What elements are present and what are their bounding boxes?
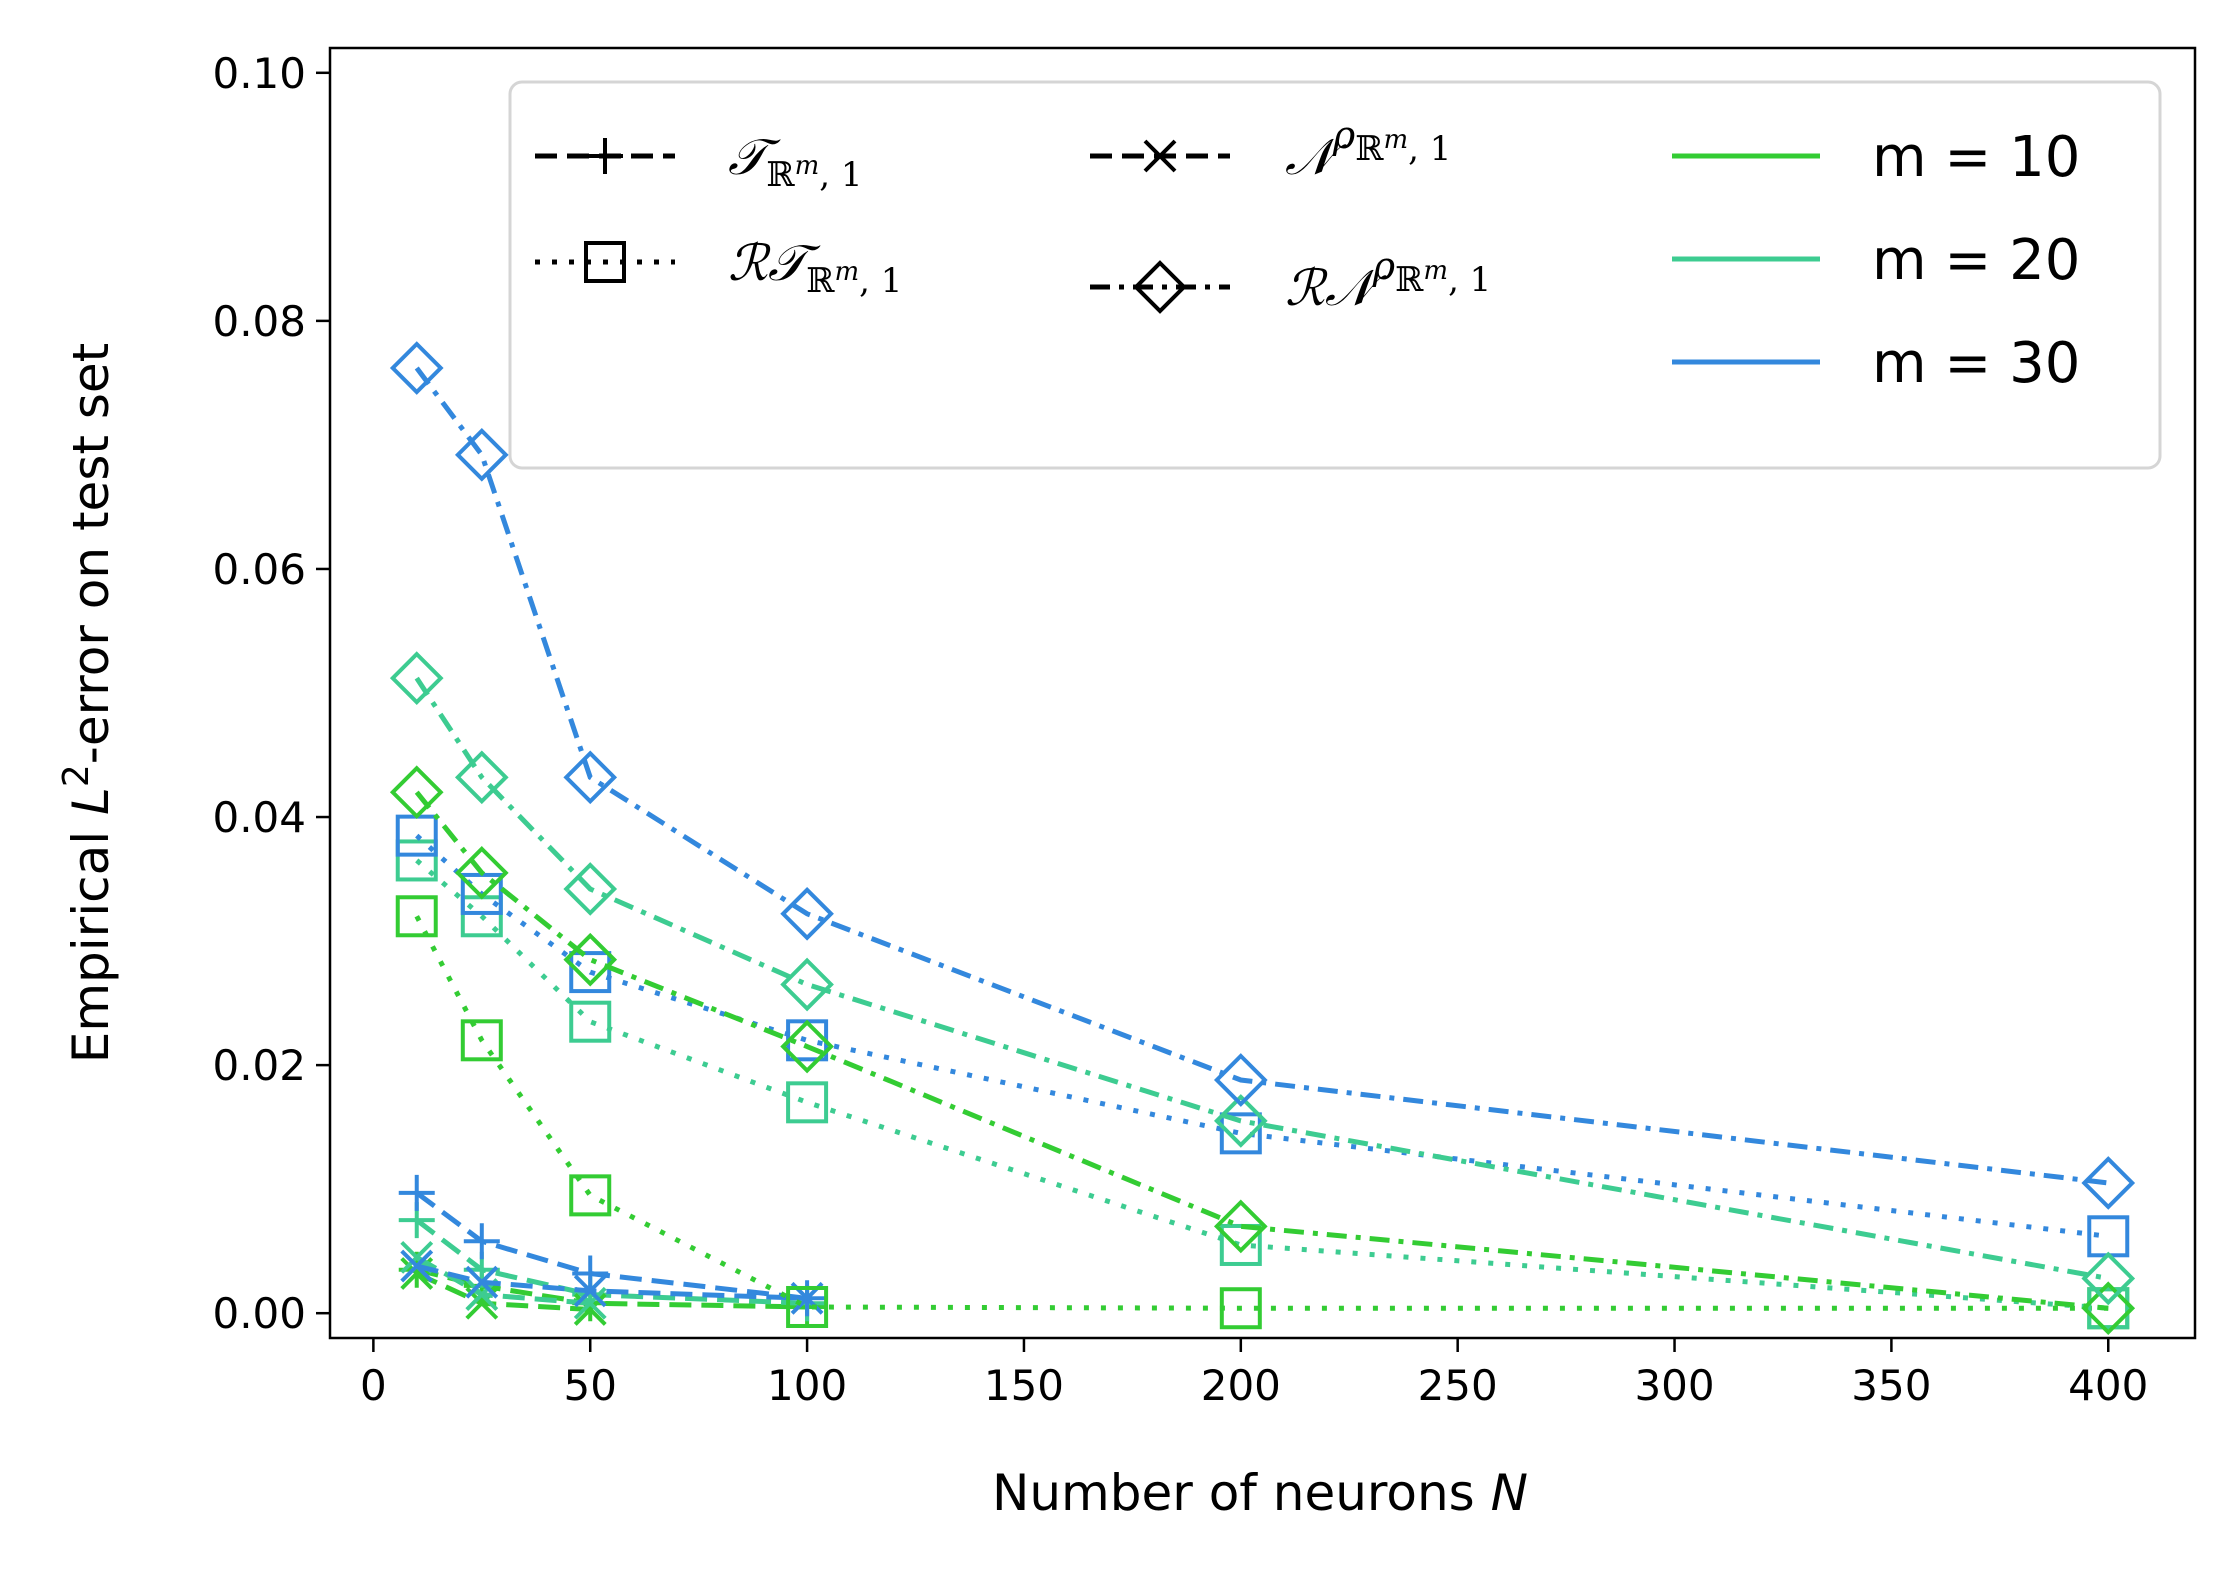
data-point (454, 846, 509, 900)
x-tick-label: 350 (1851, 1361, 1931, 1410)
data-point (1213, 1094, 1268, 1148)
plot-frame (328, 46, 2197, 1340)
data-point (395, 839, 438, 882)
series-RT-m20 (395, 839, 2130, 1330)
data-point (572, 1255, 609, 1292)
data-point (573, 1286, 607, 1320)
series-RN-m20 (389, 651, 2136, 1306)
data-point (563, 750, 618, 805)
legend-entry-m3: m = 30 (1672, 331, 2080, 396)
series-RN-m10 (389, 765, 2136, 1336)
data-point (465, 1265, 499, 1299)
x-tick-label: 0 (360, 1361, 387, 1410)
data-point (2081, 1281, 2136, 1336)
series-line (415, 1218, 808, 1306)
data-point (1219, 1112, 1262, 1155)
data-point (400, 1249, 434, 1283)
data-point (395, 895, 438, 938)
series-line (415, 858, 2109, 1311)
data-point (573, 1274, 607, 1308)
data-point (1213, 1199, 1268, 1254)
data-point (780, 957, 834, 1012)
data-point (389, 341, 444, 395)
data-point (563, 862, 618, 916)
data-point (569, 1174, 612, 1217)
y-tick-label: 0.10 (212, 49, 306, 98)
data-point (786, 1285, 829, 1328)
data-point (460, 1019, 503, 1062)
x-tick-label: 400 (2068, 1361, 2148, 1410)
series-line (415, 1190, 808, 1301)
y-axis-title: Empirical L2-error on test set (56, 343, 120, 1064)
legend-entry-RN: ℛ𝒩ρℝm, 1 (1090, 244, 1491, 317)
data-point (1213, 1053, 1268, 1107)
x-axis-title: Number of neurons N (992, 1464, 1528, 1522)
data-point (563, 932, 618, 987)
x-tick-label: 150 (984, 1361, 1064, 1410)
data-point (398, 1174, 435, 1211)
data-point (2087, 1287, 2130, 1330)
y-axis: 0.00 0.02 0.04 0.06 0.08 0.10 (212, 49, 330, 1338)
legend-box (508, 80, 2162, 470)
y-tick-label: 0.00 (212, 1289, 306, 1338)
series-line (416, 1263, 808, 1301)
legend-entry-m2: m = 20 (1672, 228, 2080, 293)
series-RN-m30 (389, 341, 2136, 1210)
data-point (2081, 1251, 2136, 1306)
data-point (389, 765, 444, 820)
data-point (454, 750, 509, 805)
series-N-m20 (400, 1240, 607, 1320)
y-tick-label: 0.06 (212, 545, 306, 594)
data-point (780, 886, 834, 941)
series-layer (389, 341, 2136, 1336)
legend-entry-m1: m = 10 (1672, 125, 2080, 190)
legend-label: ℛ𝒯ℝm, 1 (728, 234, 902, 301)
legend-marker (587, 138, 623, 174)
legend-entry-RT: ℛ𝒯ℝm, 1 (535, 234, 902, 301)
data-point (786, 1081, 829, 1124)
x-axis: 0 50 100 150 200 250 300 350 400 (360, 1338, 2148, 1410)
data-point (2081, 1156, 2136, 1210)
plot-area (389, 341, 2136, 1336)
data-point (389, 651, 444, 705)
x-tick-label: 50 (564, 1361, 617, 1410)
y-tick-label: 0.04 (212, 793, 306, 842)
data-point (569, 1000, 612, 1043)
legend-label: ℛ𝒩ρℝm, 1 (1285, 244, 1491, 317)
x-tick-label: 100 (767, 1361, 847, 1410)
data-point (1219, 1223, 1262, 1266)
series-line (414, 676, 2109, 1281)
y-tick-label: 0.02 (212, 1041, 306, 1090)
y-tick-label: 0.08 (212, 297, 306, 346)
legend-marker (1143, 139, 1177, 173)
legend-label: m = 20 (1872, 228, 2080, 293)
legend-entry-N: 𝒩ρℝm, 1 (1090, 113, 1451, 186)
legend-label: m = 10 (1872, 125, 2080, 190)
x-tick-label: 200 (1201, 1361, 1281, 1410)
data-point (454, 428, 509, 482)
legend-marker (1133, 260, 1187, 314)
data-point (780, 1019, 834, 1074)
series-N-m30 (400, 1249, 824, 1315)
data-point (463, 1223, 500, 1260)
data-point (1219, 1287, 1262, 1330)
x-tick-label: 250 (1418, 1361, 1498, 1410)
legend-label: m = 30 (1872, 331, 2080, 396)
legend-marker (584, 241, 626, 283)
x-tick-label: 300 (1634, 1361, 1714, 1410)
data-point (569, 951, 612, 994)
legend-label: 𝒩ρℝm, 1 (1285, 113, 1451, 186)
